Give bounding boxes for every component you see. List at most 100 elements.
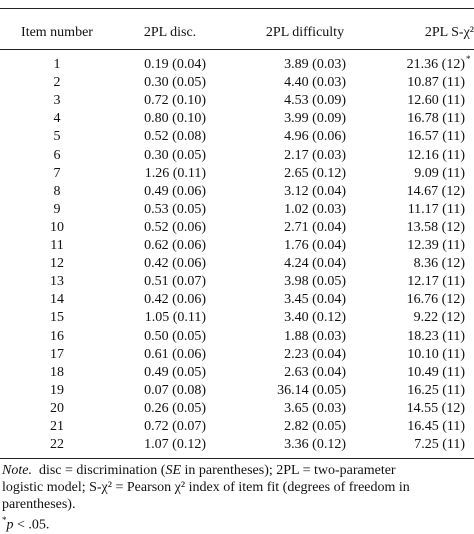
note-label: Note. <box>2 463 32 478</box>
table-cell: 0.42 (0.06) <box>144 292 206 308</box>
table-cell: 14 <box>50 292 64 308</box>
table-cell: 4 <box>53 111 61 127</box>
table-cell: 4.24 (0.04) <box>284 256 346 272</box>
table-cell: 20 <box>50 400 64 416</box>
table-cell: 10.87 (11) <box>407 75 465 91</box>
table-cell: 11.17 (11) <box>407 201 465 217</box>
table-cell: 6 <box>53 147 61 163</box>
note-line: parentheses). <box>2 497 75 513</box>
table-cell: 0.26 (0.05) <box>144 400 206 416</box>
table-cell: 0.49 (0.06) <box>144 183 206 199</box>
table-cell: 1.88 (0.03) <box>284 328 346 344</box>
table-cell: 12.16 (11) <box>407 147 465 163</box>
table-cell: 8 <box>53 183 61 199</box>
table-cell: 0.72 (0.10) <box>144 93 206 109</box>
table-cell: 16.57 (11) <box>407 129 465 145</box>
table-cell: 13 <box>50 274 64 290</box>
table-cell: 1.05 (0.11) <box>144 310 206 326</box>
table-cell: 3.40 (0.12) <box>284 310 346 326</box>
table-cell: 0.53 (0.05) <box>144 201 206 217</box>
table-cell: 5 <box>53 129 61 145</box>
note-line: logistic model; S-χ² = Pearson χ² index … <box>2 480 410 496</box>
table-cell: 0.19 (0.04) <box>144 57 206 72</box>
table-cell: 0.30 (0.05) <box>144 75 206 91</box>
table-cell: 1.02 (0.03) <box>284 201 346 217</box>
table-cell: 16 <box>50 328 64 344</box>
footnote-mark: * <box>2 515 7 525</box>
table-cell: 0.80 (0.10) <box>144 111 206 127</box>
table-cell: 12.17 (11) <box>407 274 465 290</box>
table-cell: 18.23 (11) <box>407 328 465 344</box>
note-text: logistic model; S-χ² = Pearson χ² index … <box>2 480 410 495</box>
table-cell: 21.36 (12) <box>406 57 465 72</box>
table-cell: 12.39 (11) <box>407 238 465 253</box>
table-cell: 0.52 (0.06) <box>144 219 206 235</box>
table-cell: 4.96 (0.06) <box>284 129 346 145</box>
table-cell: 1.26 (0.11) <box>144 165 206 181</box>
table-cell: 16.45 (11) <box>407 419 465 434</box>
table-cell: 2.17 (0.03) <box>284 147 346 163</box>
table-cell: 0.61 (0.06) <box>144 346 206 362</box>
header-rule <box>0 49 474 50</box>
table-cell: 4.40 (0.03) <box>284 75 346 91</box>
table-cell: 12.60 (11) <box>407 93 465 109</box>
table-cell: 16.76 (12) <box>406 292 465 308</box>
footnote: *p < .05. <box>2 512 49 534</box>
table-cell: 0.72 (0.07) <box>144 419 206 434</box>
table-cell: 9 <box>53 201 61 217</box>
table-cell: 16.25 (11) <box>407 382 465 398</box>
note-text: SE <box>165 463 182 478</box>
table-cell: 1.07 (0.12) <box>144 437 206 453</box>
table-cell: 1.76 (0.04) <box>284 238 346 253</box>
table-cell: 14.67 (12) <box>406 183 465 199</box>
table-cell: 9.22 (12) <box>413 310 465 326</box>
table-cell: 3.98 (0.05) <box>284 274 346 290</box>
table-cell: 0.50 (0.05) <box>144 328 206 344</box>
table-cell: 16.78 (11) <box>407 111 465 127</box>
column-header: 2PL disc. <box>143 25 197 40</box>
table-cell: 0.30 (0.05) <box>144 147 206 163</box>
table-cell: 0.52 (0.08) <box>144 129 206 145</box>
footnote-p: p <box>6 517 14 533</box>
table-cell: 3 <box>53 93 61 109</box>
table-cell: 18 <box>50 364 64 380</box>
table-cell: 4.53 (0.09) <box>284 93 346 109</box>
table-cell: 1 <box>53 57 61 72</box>
table-cell: 2.65 (0.12) <box>284 165 346 181</box>
top-rule <box>0 8 474 9</box>
table-cell: 3.36 (0.12) <box>284 437 346 453</box>
footnote-text: < .05. <box>13 517 50 533</box>
note-text: disc = discrimination ( <box>31 463 166 478</box>
table-cell: 2 <box>53 75 61 91</box>
table-cell: 19 <box>50 382 64 398</box>
table-cell: 0.49 (0.05) <box>144 364 206 380</box>
table-cell: 0.07 (0.08) <box>144 382 206 398</box>
note-text: in parentheses); 2PL = two-parameter <box>181 463 396 478</box>
table-cell: 17 <box>50 346 64 362</box>
table-cell: 9.09 (11) <box>414 165 465 181</box>
table-cell: 22 <box>50 437 64 453</box>
table-cell: 0.62 (0.06) <box>144 238 206 253</box>
table-cell: 13.58 (12) <box>406 219 465 235</box>
table-cell: 36.14 (0.05) <box>277 382 346 398</box>
table-cell: 3.99 (0.09) <box>284 111 346 127</box>
table-cell: 10 <box>50 219 64 235</box>
table-cell: 15 <box>50 310 64 326</box>
table-cell: 2.82 (0.05) <box>284 419 346 434</box>
table-cell: 11 <box>50 238 64 253</box>
table-cell: 8.36 (12) <box>413 256 465 272</box>
table-cell: 7.25 (11) <box>414 437 465 453</box>
bottom-rule <box>0 458 474 459</box>
column-header: Item number <box>21 25 93 40</box>
significance-mark: * <box>466 54 471 64</box>
table-cell: 3.45 (0.04) <box>284 292 346 308</box>
table-cell: 12 <box>50 256 64 272</box>
column-header: 2PL difficulty <box>265 25 345 40</box>
table-cell: 14.55 (12) <box>406 400 465 416</box>
table-cell: 7 <box>53 165 61 181</box>
table-cell: 2.63 (0.04) <box>284 364 346 380</box>
note-line: Note. disc = discrimination (SE in paren… <box>2 463 396 479</box>
table-cell: 10.10 (11) <box>407 346 465 362</box>
table-cell: 21 <box>50 419 64 434</box>
